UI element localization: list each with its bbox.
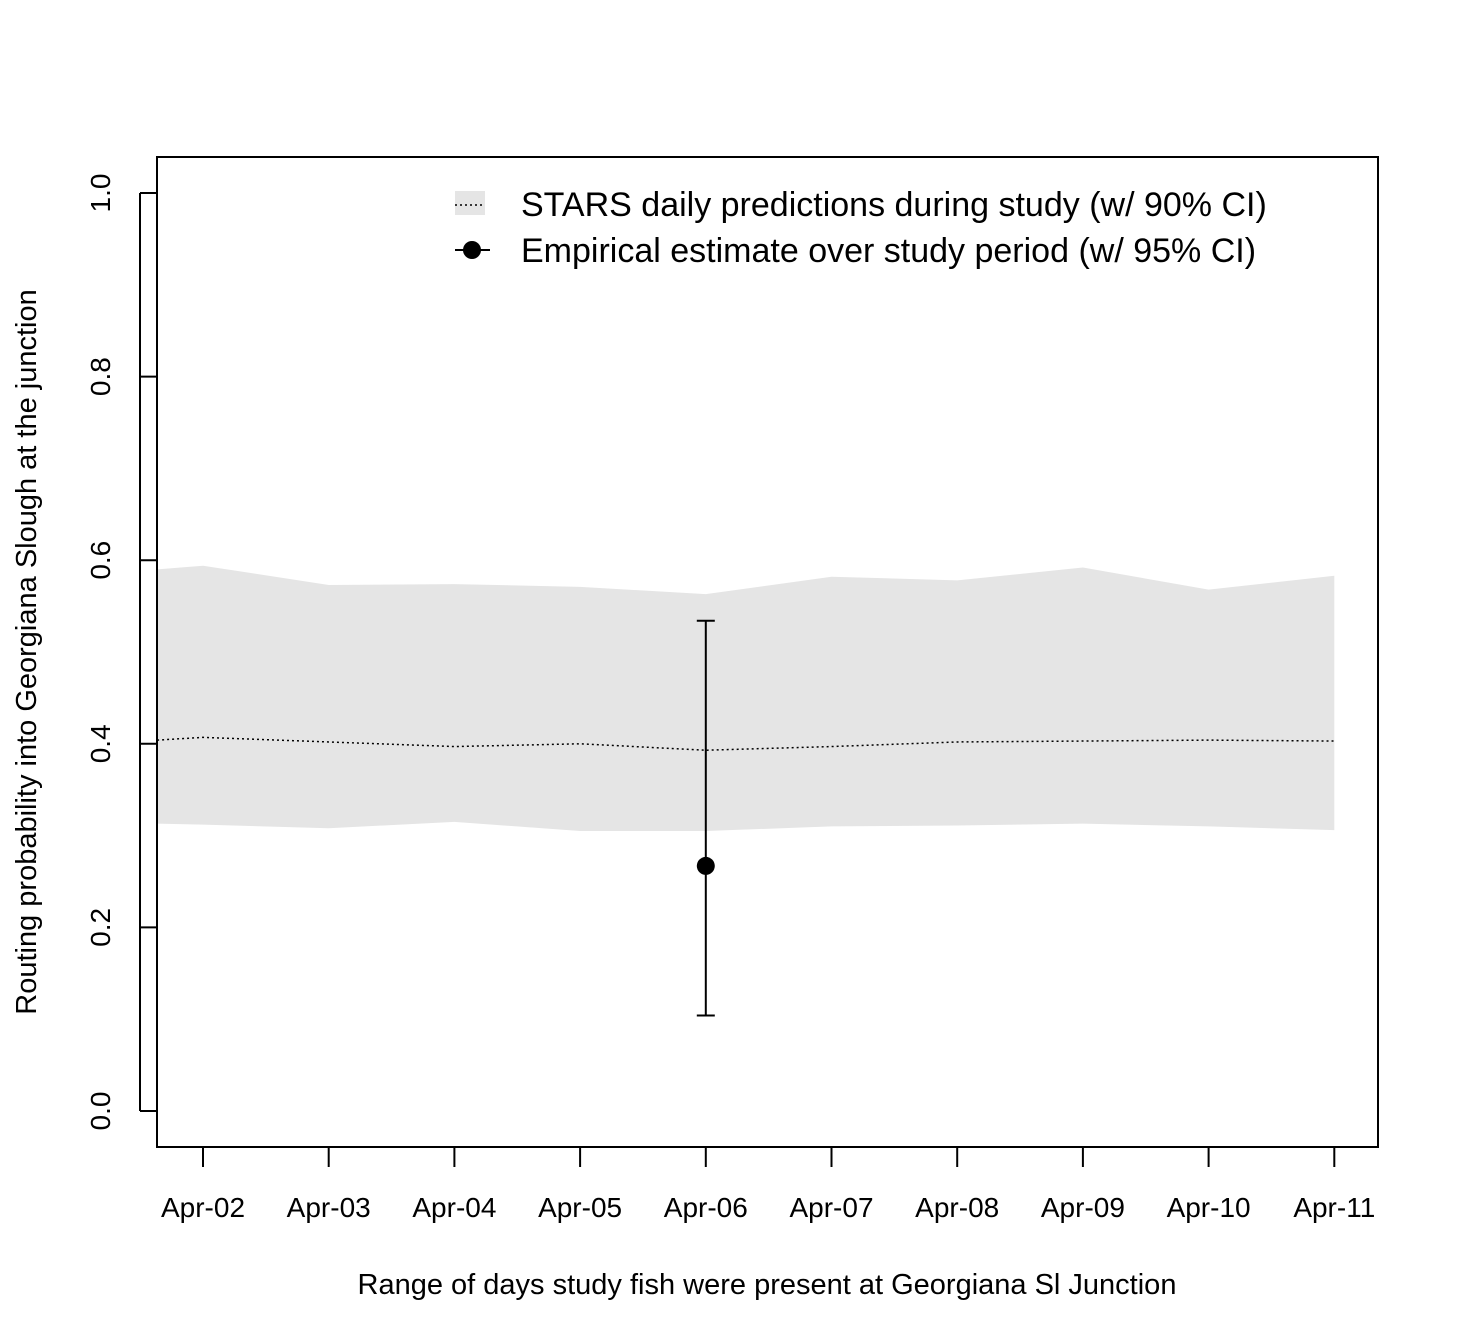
empirical-estimate-point [696, 856, 715, 875]
x-tick-label: Apr-07 [789, 1192, 873, 1223]
legend: STARS daily predictions during study (w/… [455, 186, 1267, 270]
y-tick-label: 0.6 [85, 541, 116, 580]
legend-point-swatch [463, 241, 481, 259]
legend-label-predictions: STARS daily predictions during study (w/… [521, 186, 1267, 224]
x-tick-label: Apr-02 [161, 1192, 245, 1223]
x-axis-label: Range of days study fish were present at… [358, 1269, 1177, 1301]
x-tick-label: Apr-08 [915, 1192, 999, 1223]
prediction-band-layer [157, 565, 1335, 832]
x-tick-label: Apr-11 [1293, 1192, 1375, 1223]
y-tick-label: 0.4 [85, 724, 116, 763]
y-axis-label: Routing probability into Georgiana Sloug… [11, 289, 43, 1014]
y-axis: 0.0 0.2 0.4 0.6 0.8 1.0 [85, 174, 157, 1131]
y-tick-label: 1.0 [85, 174, 116, 213]
legend-band-swatch [455, 191, 485, 215]
legend-label-empirical: Empirical estimate over study period (w/… [521, 232, 1256, 270]
prediction-ci-band [157, 565, 1335, 832]
y-tick-label: 0.0 [85, 1092, 116, 1131]
y-tick-label: 0.2 [85, 908, 116, 947]
x-tick-label: Apr-05 [538, 1192, 622, 1223]
x-tick-label: Apr-06 [664, 1192, 748, 1223]
empirical-estimate-layer [696, 619, 715, 1017]
x-tick-label: Apr-03 [287, 1192, 371, 1223]
x-tick-label: Apr-04 [412, 1192, 496, 1223]
x-tick-label: Apr-09 [1041, 1192, 1125, 1223]
x-axis: Apr-02 Apr-03 Apr-04 Apr-05 Apr-06 Apr-07 Apr-… [161, 1146, 1375, 1223]
x-tick-label: Apr-10 [1167, 1192, 1251, 1223]
y-tick-label: 0.8 [85, 357, 116, 396]
